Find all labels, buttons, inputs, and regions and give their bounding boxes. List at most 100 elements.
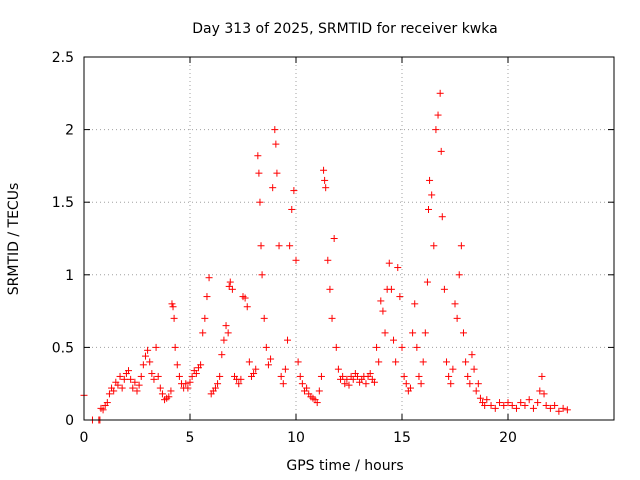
data-point bbox=[487, 401, 495, 409]
data-point bbox=[171, 343, 179, 351]
data-point bbox=[286, 242, 294, 250]
data-point bbox=[228, 285, 236, 293]
data-point bbox=[158, 390, 166, 398]
data-point bbox=[440, 285, 448, 293]
data-point bbox=[373, 343, 381, 351]
data-point bbox=[392, 358, 400, 366]
data-point bbox=[521, 401, 529, 409]
data-point bbox=[370, 378, 378, 386]
data-point bbox=[419, 358, 427, 366]
data-point bbox=[434, 111, 442, 119]
data-point bbox=[296, 372, 304, 380]
data-point bbox=[472, 387, 480, 395]
x-tick-label: 5 bbox=[186, 430, 195, 446]
data-point bbox=[203, 293, 211, 301]
data-point bbox=[349, 375, 357, 383]
data-point bbox=[406, 384, 414, 392]
data-point bbox=[226, 278, 234, 286]
data-point bbox=[339, 372, 347, 380]
data-point bbox=[129, 384, 137, 392]
data-point bbox=[257, 242, 265, 250]
data-point bbox=[546, 404, 554, 412]
data-point bbox=[453, 314, 461, 322]
data-point bbox=[362, 380, 370, 388]
chart-title: Day 313 of 2025, SRMTID for receiver kwk… bbox=[192, 21, 497, 37]
data-point bbox=[118, 384, 126, 392]
data-point bbox=[241, 294, 249, 302]
data-point bbox=[105, 390, 113, 398]
data-point bbox=[334, 365, 342, 373]
y-tick-label: 1.5 bbox=[52, 195, 74, 211]
data-point bbox=[218, 351, 226, 359]
data-point bbox=[563, 406, 571, 414]
data-point bbox=[379, 307, 387, 315]
data-point bbox=[534, 399, 542, 407]
data-point bbox=[120, 375, 128, 383]
data-point bbox=[284, 336, 292, 344]
data-point bbox=[517, 399, 525, 407]
data-point bbox=[470, 365, 478, 373]
x-tick-label: 20 bbox=[499, 430, 517, 446]
data-point bbox=[313, 399, 321, 407]
data-point bbox=[432, 126, 440, 134]
data-point bbox=[279, 380, 287, 388]
data-point bbox=[137, 372, 145, 380]
data-point bbox=[381, 329, 389, 337]
data-point bbox=[292, 256, 300, 264]
data-point bbox=[103, 399, 111, 407]
data-point bbox=[260, 314, 268, 322]
data-point bbox=[321, 176, 329, 184]
y-tick-label: 0.5 bbox=[52, 340, 74, 356]
data-point bbox=[205, 274, 213, 282]
x-tick-label: 15 bbox=[393, 430, 411, 446]
data-points bbox=[80, 89, 571, 424]
data-point bbox=[116, 372, 124, 380]
data-point bbox=[222, 322, 230, 330]
data-point bbox=[512, 404, 520, 412]
data-point bbox=[139, 361, 147, 369]
data-point bbox=[326, 285, 334, 293]
data-point bbox=[457, 242, 465, 250]
data-point bbox=[421, 329, 429, 337]
data-point bbox=[496, 399, 504, 407]
data-point bbox=[254, 152, 262, 160]
data-point bbox=[324, 256, 332, 264]
data-point bbox=[445, 372, 453, 380]
data-point bbox=[483, 396, 491, 404]
data-point bbox=[430, 242, 438, 250]
data-point bbox=[540, 390, 548, 398]
data-point bbox=[332, 343, 340, 351]
data-point bbox=[275, 242, 283, 250]
data-point bbox=[377, 297, 385, 305]
data-point bbox=[322, 184, 330, 192]
data-point bbox=[150, 375, 158, 383]
data-point bbox=[173, 361, 181, 369]
data-point bbox=[245, 358, 253, 366]
y-axis-title: SRMTID / TECUs bbox=[6, 183, 22, 296]
data-point bbox=[525, 396, 533, 404]
data-point bbox=[252, 365, 260, 373]
data-point bbox=[341, 380, 349, 388]
data-point bbox=[272, 140, 280, 148]
data-point bbox=[455, 271, 463, 279]
data-point bbox=[459, 329, 467, 337]
data-point bbox=[165, 393, 173, 401]
data-point bbox=[133, 387, 141, 395]
data-point bbox=[220, 336, 228, 344]
data-point bbox=[315, 387, 323, 395]
data-point bbox=[281, 365, 289, 373]
data-point bbox=[135, 381, 143, 389]
data-point bbox=[443, 358, 451, 366]
data-point bbox=[508, 401, 516, 409]
data-point bbox=[447, 380, 455, 388]
data-point bbox=[224, 329, 232, 337]
data-point bbox=[330, 235, 338, 242]
data-point bbox=[269, 184, 277, 192]
data-point bbox=[529, 404, 537, 412]
data-point bbox=[366, 370, 374, 378]
data-point bbox=[551, 401, 559, 409]
data-point bbox=[423, 278, 431, 286]
data-point bbox=[303, 384, 311, 392]
y-tick-label: 0 bbox=[65, 413, 74, 429]
